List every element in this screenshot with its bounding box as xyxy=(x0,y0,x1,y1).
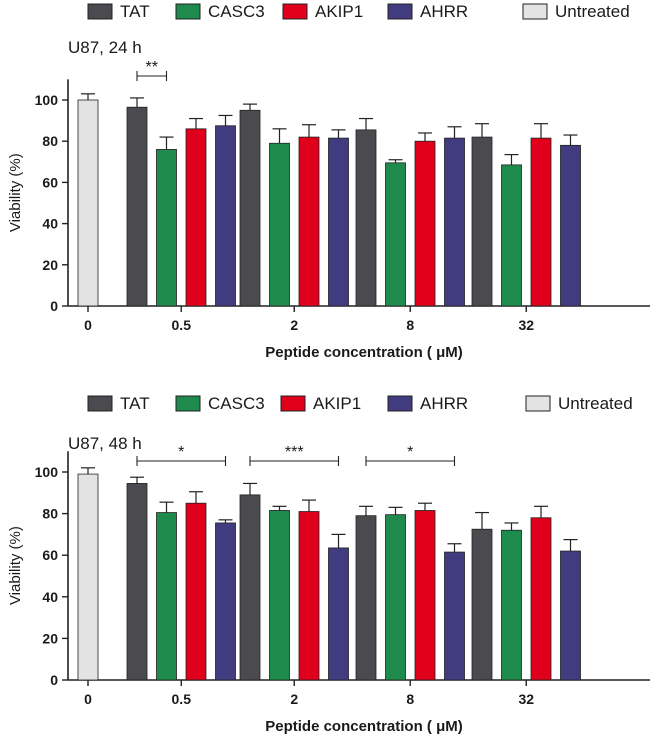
y-tick-label: 80 xyxy=(42,506,58,522)
bar-casc3 xyxy=(269,142,290,307)
bar-casc3 xyxy=(501,529,522,681)
bar-akip1 xyxy=(298,511,320,681)
legend-label: TAT xyxy=(120,2,150,21)
y-tick-label: 0 xyxy=(50,672,58,688)
bar-tat xyxy=(471,136,493,307)
y-tick-label: 100 xyxy=(35,464,59,480)
bar-ahrr xyxy=(560,144,581,307)
bar-tat xyxy=(355,129,377,307)
y-tick-label: 100 xyxy=(35,92,59,108)
legend-swatch xyxy=(87,395,113,412)
legend-swatch xyxy=(175,3,201,20)
bar-untreated xyxy=(77,473,99,681)
legend-label: AHRR xyxy=(420,2,468,21)
bar-casc3 xyxy=(385,162,406,307)
bar-untreated xyxy=(77,99,99,307)
y-tick-label: 40 xyxy=(42,216,58,232)
bar-akip1 xyxy=(530,137,552,307)
bar-casc3 xyxy=(385,514,406,681)
bar-akip1 xyxy=(530,517,552,681)
bar-akip1 xyxy=(185,502,207,681)
significance-label: ** xyxy=(146,59,158,76)
x-tick-label: 8 xyxy=(406,317,414,333)
y-tick-label: 40 xyxy=(42,589,58,605)
legend-label: CASC3 xyxy=(208,2,265,21)
legend-label: CASC3 xyxy=(208,394,265,413)
y-axis-label: Viability (%) xyxy=(7,526,24,605)
x-axis-label: Peptide concentration ( μM) xyxy=(265,344,463,361)
bar-ahrr xyxy=(328,137,349,307)
x-tick-label: 0.5 xyxy=(172,691,192,707)
x-axis-label: Peptide concentration ( μM) xyxy=(265,718,463,735)
legend-label: TAT xyxy=(120,394,150,413)
x-tick-label: 0 xyxy=(84,691,92,707)
bar-tat xyxy=(471,528,493,681)
bar-tat xyxy=(126,483,148,681)
legend-swatch xyxy=(522,3,548,20)
y-tick-label: 0 xyxy=(50,298,58,314)
bar-akip1 xyxy=(414,140,436,307)
y-tick-label: 60 xyxy=(42,174,58,190)
bar-tat xyxy=(239,109,261,307)
bar-casc3 xyxy=(269,510,290,681)
legend-label: AKIP1 xyxy=(315,2,363,21)
bar-akip1 xyxy=(414,510,436,681)
x-tick-label: 8 xyxy=(406,691,414,707)
legend-swatch xyxy=(525,395,551,412)
chart-title: U87, 24 h xyxy=(68,38,142,57)
legend-item: AHRR xyxy=(387,2,468,21)
legend-item: Untreated xyxy=(522,2,630,21)
significance-label: * xyxy=(178,444,184,461)
bar-casc3 xyxy=(156,149,177,307)
bar-ahrr xyxy=(328,547,349,681)
x-tick-label: 2 xyxy=(290,691,298,707)
bar-ahrr xyxy=(215,522,236,681)
legend-label: AHRR xyxy=(420,394,468,413)
legend-item: AHRR xyxy=(387,394,468,413)
bar-ahrr xyxy=(215,125,236,307)
y-tick-label: 20 xyxy=(42,630,58,646)
bar-tat xyxy=(355,515,377,681)
legend-item: AKIP1 xyxy=(280,394,361,413)
y-tick-label: 20 xyxy=(42,257,58,273)
x-tick-label: 0 xyxy=(84,317,92,333)
x-tick-label: 2 xyxy=(290,317,298,333)
legend-item: CASC3 xyxy=(175,2,265,21)
bar-ahrr xyxy=(560,550,581,681)
legend-item: Untreated xyxy=(525,394,633,413)
bar-casc3 xyxy=(156,512,177,681)
bar-akip1 xyxy=(298,136,320,307)
legend-label: AKIP1 xyxy=(313,394,361,413)
bar-tat xyxy=(126,106,148,307)
x-tick-label: 32 xyxy=(518,317,534,333)
chart-title: U87, 48 h xyxy=(68,434,142,453)
legend-label: Untreated xyxy=(558,394,633,413)
legend-swatch xyxy=(175,395,201,412)
legend-swatch xyxy=(387,3,413,20)
legend-swatch xyxy=(282,3,308,20)
legend-swatch xyxy=(280,395,306,412)
bar-tat xyxy=(239,494,261,681)
legend-swatch xyxy=(387,395,413,412)
legend-swatch xyxy=(87,3,113,20)
x-tick-label: 32 xyxy=(518,691,534,707)
legend-label: Untreated xyxy=(555,2,630,21)
legend-item: CASC3 xyxy=(175,394,265,413)
bar-ahrr xyxy=(444,551,465,681)
legend-item: TAT xyxy=(87,2,150,21)
bar-akip1 xyxy=(185,128,207,307)
significance-label: * xyxy=(407,444,413,461)
bar-casc3 xyxy=(501,164,522,307)
y-tick-label: 80 xyxy=(42,133,58,149)
legend-item: TAT xyxy=(87,394,150,413)
bar-ahrr xyxy=(444,137,465,307)
y-tick-label: 60 xyxy=(42,547,58,563)
y-axis-label: Viability (%) xyxy=(7,153,24,232)
legend-item: AKIP1 xyxy=(282,2,363,21)
significance-label: *** xyxy=(285,444,304,461)
x-tick-label: 0.5 xyxy=(172,317,192,333)
